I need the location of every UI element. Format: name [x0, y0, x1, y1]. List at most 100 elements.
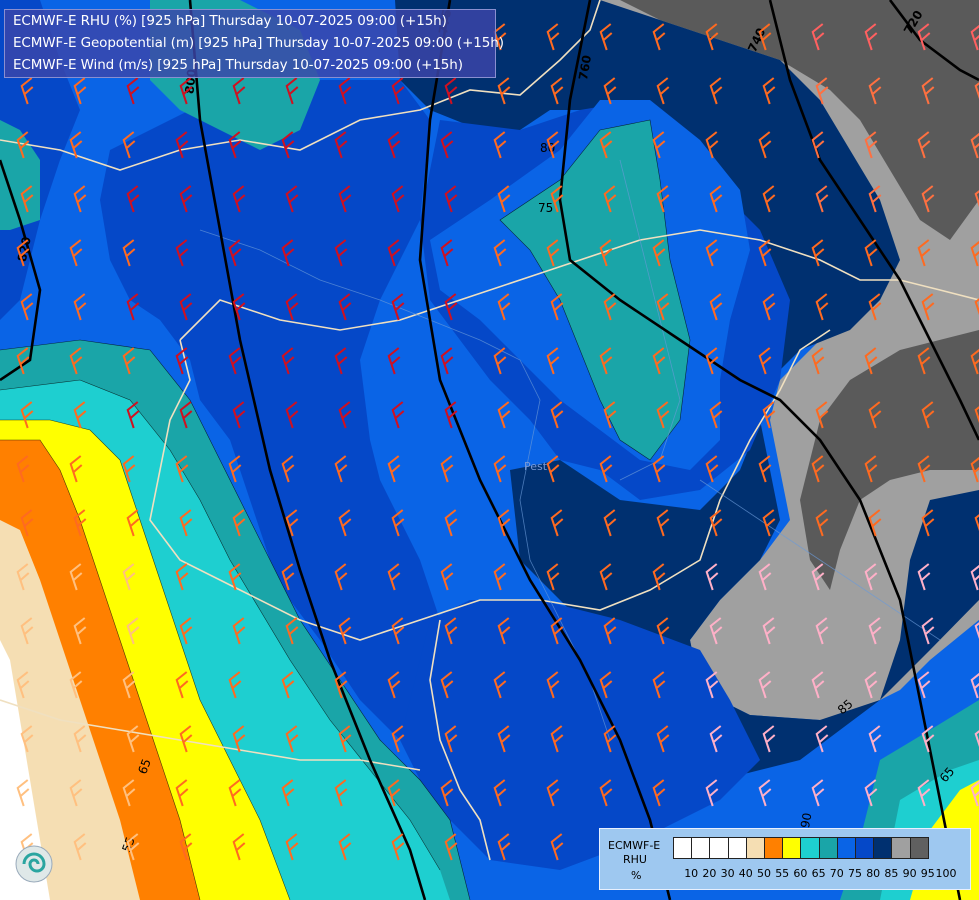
wind-barb: [493, 347, 507, 375]
wind-barb: [228, 779, 242, 807]
geopotential-label: 760: [576, 54, 594, 81]
wind-barb: [391, 725, 405, 753]
wind-barb: [281, 671, 295, 699]
wind-barb: [974, 190, 979, 208]
wind-barb: [73, 185, 87, 213]
wind-barb: [868, 293, 882, 321]
wind-barb: [387, 671, 401, 699]
wind-barb: [126, 77, 140, 105]
wind-barb: [232, 725, 246, 753]
wind-barb: [550, 185, 564, 213]
wind-barb: [126, 617, 140, 645]
wind-barb: [493, 239, 507, 267]
legend-title-model: ECMWF-E: [608, 839, 661, 852]
wind-barb: [917, 671, 931, 699]
legend-swatch: [691, 837, 711, 859]
rhu-label: 90: [798, 812, 814, 829]
wind-barb: [758, 779, 772, 807]
rhu-55-band-sw: [0, 520, 140, 900]
wind-barb: [705, 131, 719, 159]
wind-barb: [387, 239, 401, 267]
wind-barb: [73, 725, 87, 753]
wind-barb: [444, 293, 458, 321]
legend-swatch: [909, 837, 929, 859]
wind-barb: [338, 725, 352, 753]
wind-barb: [815, 725, 829, 753]
wind-barb: [228, 455, 242, 483]
wind-barb: [811, 455, 825, 483]
legend-tick-label: 95: [920, 867, 935, 880]
wind-barb: [546, 131, 560, 159]
wind-barb: [656, 509, 670, 537]
wind-barb: [599, 455, 613, 483]
wind-barb: [122, 779, 136, 807]
rhu-85-area-center: [100, 80, 440, 740]
wind-barb: [334, 779, 348, 807]
title-line-wind: ECMWF-E Wind (m/s) [925 hPa] Thursday 10…: [13, 57, 463, 73]
wind-barb: [603, 509, 617, 537]
wind-barb: [917, 779, 931, 807]
legend-tick-label: 55: [775, 867, 790, 880]
legend-tick-label: 90: [902, 867, 917, 880]
wind-barb: [387, 779, 401, 807]
wind-barb: [391, 401, 405, 429]
wind-barb: [550, 617, 564, 645]
wind-barb: [599, 239, 613, 267]
wind-barb: [334, 671, 348, 699]
legend-tick-label: 80: [866, 867, 881, 880]
wind-barb: [974, 298, 979, 316]
wind-barb: [69, 455, 83, 483]
map-title-box: ECMWF-E RHU (%) [925 hPa] Thursday 10-07…: [4, 9, 504, 78]
wind-barb: [179, 293, 193, 321]
wind-barb: [338, 293, 352, 321]
wind-barb: [175, 671, 189, 699]
wind-barb: [232, 833, 246, 861]
legend-swatch: [836, 837, 856, 859]
legend-tick-label: 75: [848, 867, 862, 880]
wind-barb: [497, 725, 511, 753]
wind-barb: [497, 293, 511, 321]
wind-barb: [811, 131, 825, 159]
wind-barb: [868, 77, 882, 105]
wind-barb: [546, 23, 560, 51]
wind-barb: [762, 293, 776, 321]
wind-barb: [815, 401, 829, 429]
wind-barb: [493, 563, 507, 591]
legend-swatch: [891, 837, 911, 859]
wind-barb: [391, 77, 405, 105]
wind-barb: [921, 725, 935, 753]
wind-barb: [387, 563, 401, 591]
wind-barb: [20, 509, 34, 537]
wind-barb: [16, 671, 30, 699]
rhu-label: 65: [135, 757, 153, 776]
wind-barb: [497, 185, 511, 213]
wind-barb: [126, 833, 140, 861]
wind-barb: [281, 131, 295, 159]
wind-barb: [228, 347, 242, 375]
wind-barb: [811, 671, 825, 699]
city-label: Pest: [524, 460, 548, 473]
legend-tick-label: 70: [829, 867, 844, 880]
wind-barb: [652, 347, 666, 375]
rhu-100-area-east: [800, 330, 979, 590]
wind-barb: [497, 617, 511, 645]
wind-barb: [69, 563, 83, 591]
wind-barb: [758, 131, 772, 159]
legend-swatch: [855, 837, 875, 859]
wind-barb: [656, 617, 670, 645]
wind-barb: [652, 563, 666, 591]
wind-barb: [20, 725, 34, 753]
wind-barb: [285, 185, 299, 213]
wind-barb: [126, 293, 140, 321]
rhu-legend: ECMWF-E RHU % 10 20 30 40 50 55 60 65 70 75 80 85 90…: [599, 828, 971, 890]
wind-barb: [603, 725, 617, 753]
wind-barb: [603, 617, 617, 645]
wind-barb: [550, 77, 564, 105]
wind-barb: [228, 671, 242, 699]
wind-barb: [921, 293, 935, 321]
wind-barb: [705, 779, 719, 807]
wind-barb: [603, 293, 617, 321]
wind-barb: [228, 563, 242, 591]
wind-barb: [705, 563, 719, 591]
wind-barb: [16, 563, 30, 591]
